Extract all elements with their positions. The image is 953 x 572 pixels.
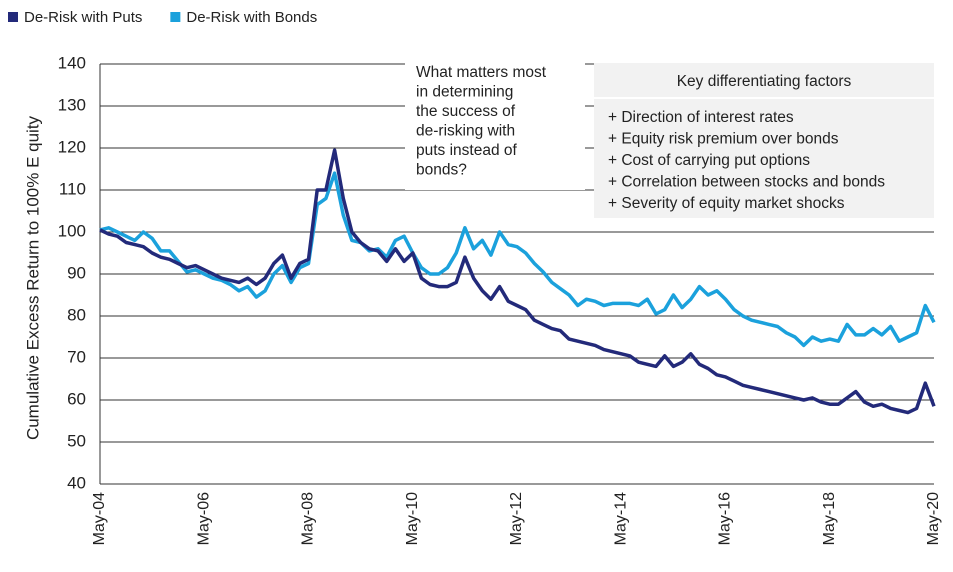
y-tick-label: 50: [67, 431, 86, 450]
annotation: in determining: [416, 84, 513, 101]
x-tick-label: May-04: [91, 492, 108, 545]
key-item: + Cost of carrying put options: [608, 152, 810, 169]
y-tick-label: 60: [67, 389, 86, 408]
series-line: [99, 148, 936, 415]
legend-label: De-Risk with Bonds: [186, 9, 317, 26]
x-tick-label: May-10: [404, 492, 421, 545]
y-tick-label: 40: [67, 473, 86, 492]
x-tick-label: May-12: [508, 492, 525, 545]
annotation: bonds?: [416, 162, 467, 179]
series-line: [99, 171, 936, 348]
x-tick-label: May-08: [300, 492, 317, 545]
annotation: puts instead of: [416, 142, 518, 159]
y-tick-label: 80: [67, 305, 86, 324]
key-item: + Severity of equity market shocks: [608, 195, 845, 212]
y-tick-label: 130: [58, 95, 86, 114]
x-tick-label: May-20: [925, 492, 942, 545]
x-tick-label: May-18: [821, 492, 838, 545]
y-axis-label: Cumulative Excess Return to 100% E quity: [23, 115, 42, 440]
key-item: + Equity risk premium over bonds: [608, 131, 839, 148]
legend-label: De-Risk with Puts: [24, 9, 142, 26]
y-tick-label: 140: [58, 53, 86, 72]
key-item: + Correlation between stocks and bonds: [608, 174, 885, 191]
y-tick-label: 100: [58, 221, 86, 240]
annotation: What matters most: [416, 64, 547, 81]
y-tick-label: 120: [58, 137, 86, 156]
key-box: [594, 63, 934, 218]
x-tick-label: May-14: [612, 492, 629, 545]
y-tick-label: 70: [67, 347, 86, 366]
legend-swatch: [8, 12, 18, 22]
x-tick-label: May-16: [717, 492, 734, 545]
key-title: Key differentiating factors: [677, 73, 852, 90]
key-item: + Direction of interest rates: [608, 109, 794, 126]
y-tick-label: 110: [59, 179, 86, 198]
annotation-bg: [405, 60, 585, 190]
annotation: the success of: [416, 103, 516, 120]
annotation: de-risking with: [416, 123, 515, 140]
y-tick-label: 90: [67, 263, 86, 282]
legend-swatch: [170, 12, 181, 22]
x-tick-label: May-06: [195, 492, 212, 545]
